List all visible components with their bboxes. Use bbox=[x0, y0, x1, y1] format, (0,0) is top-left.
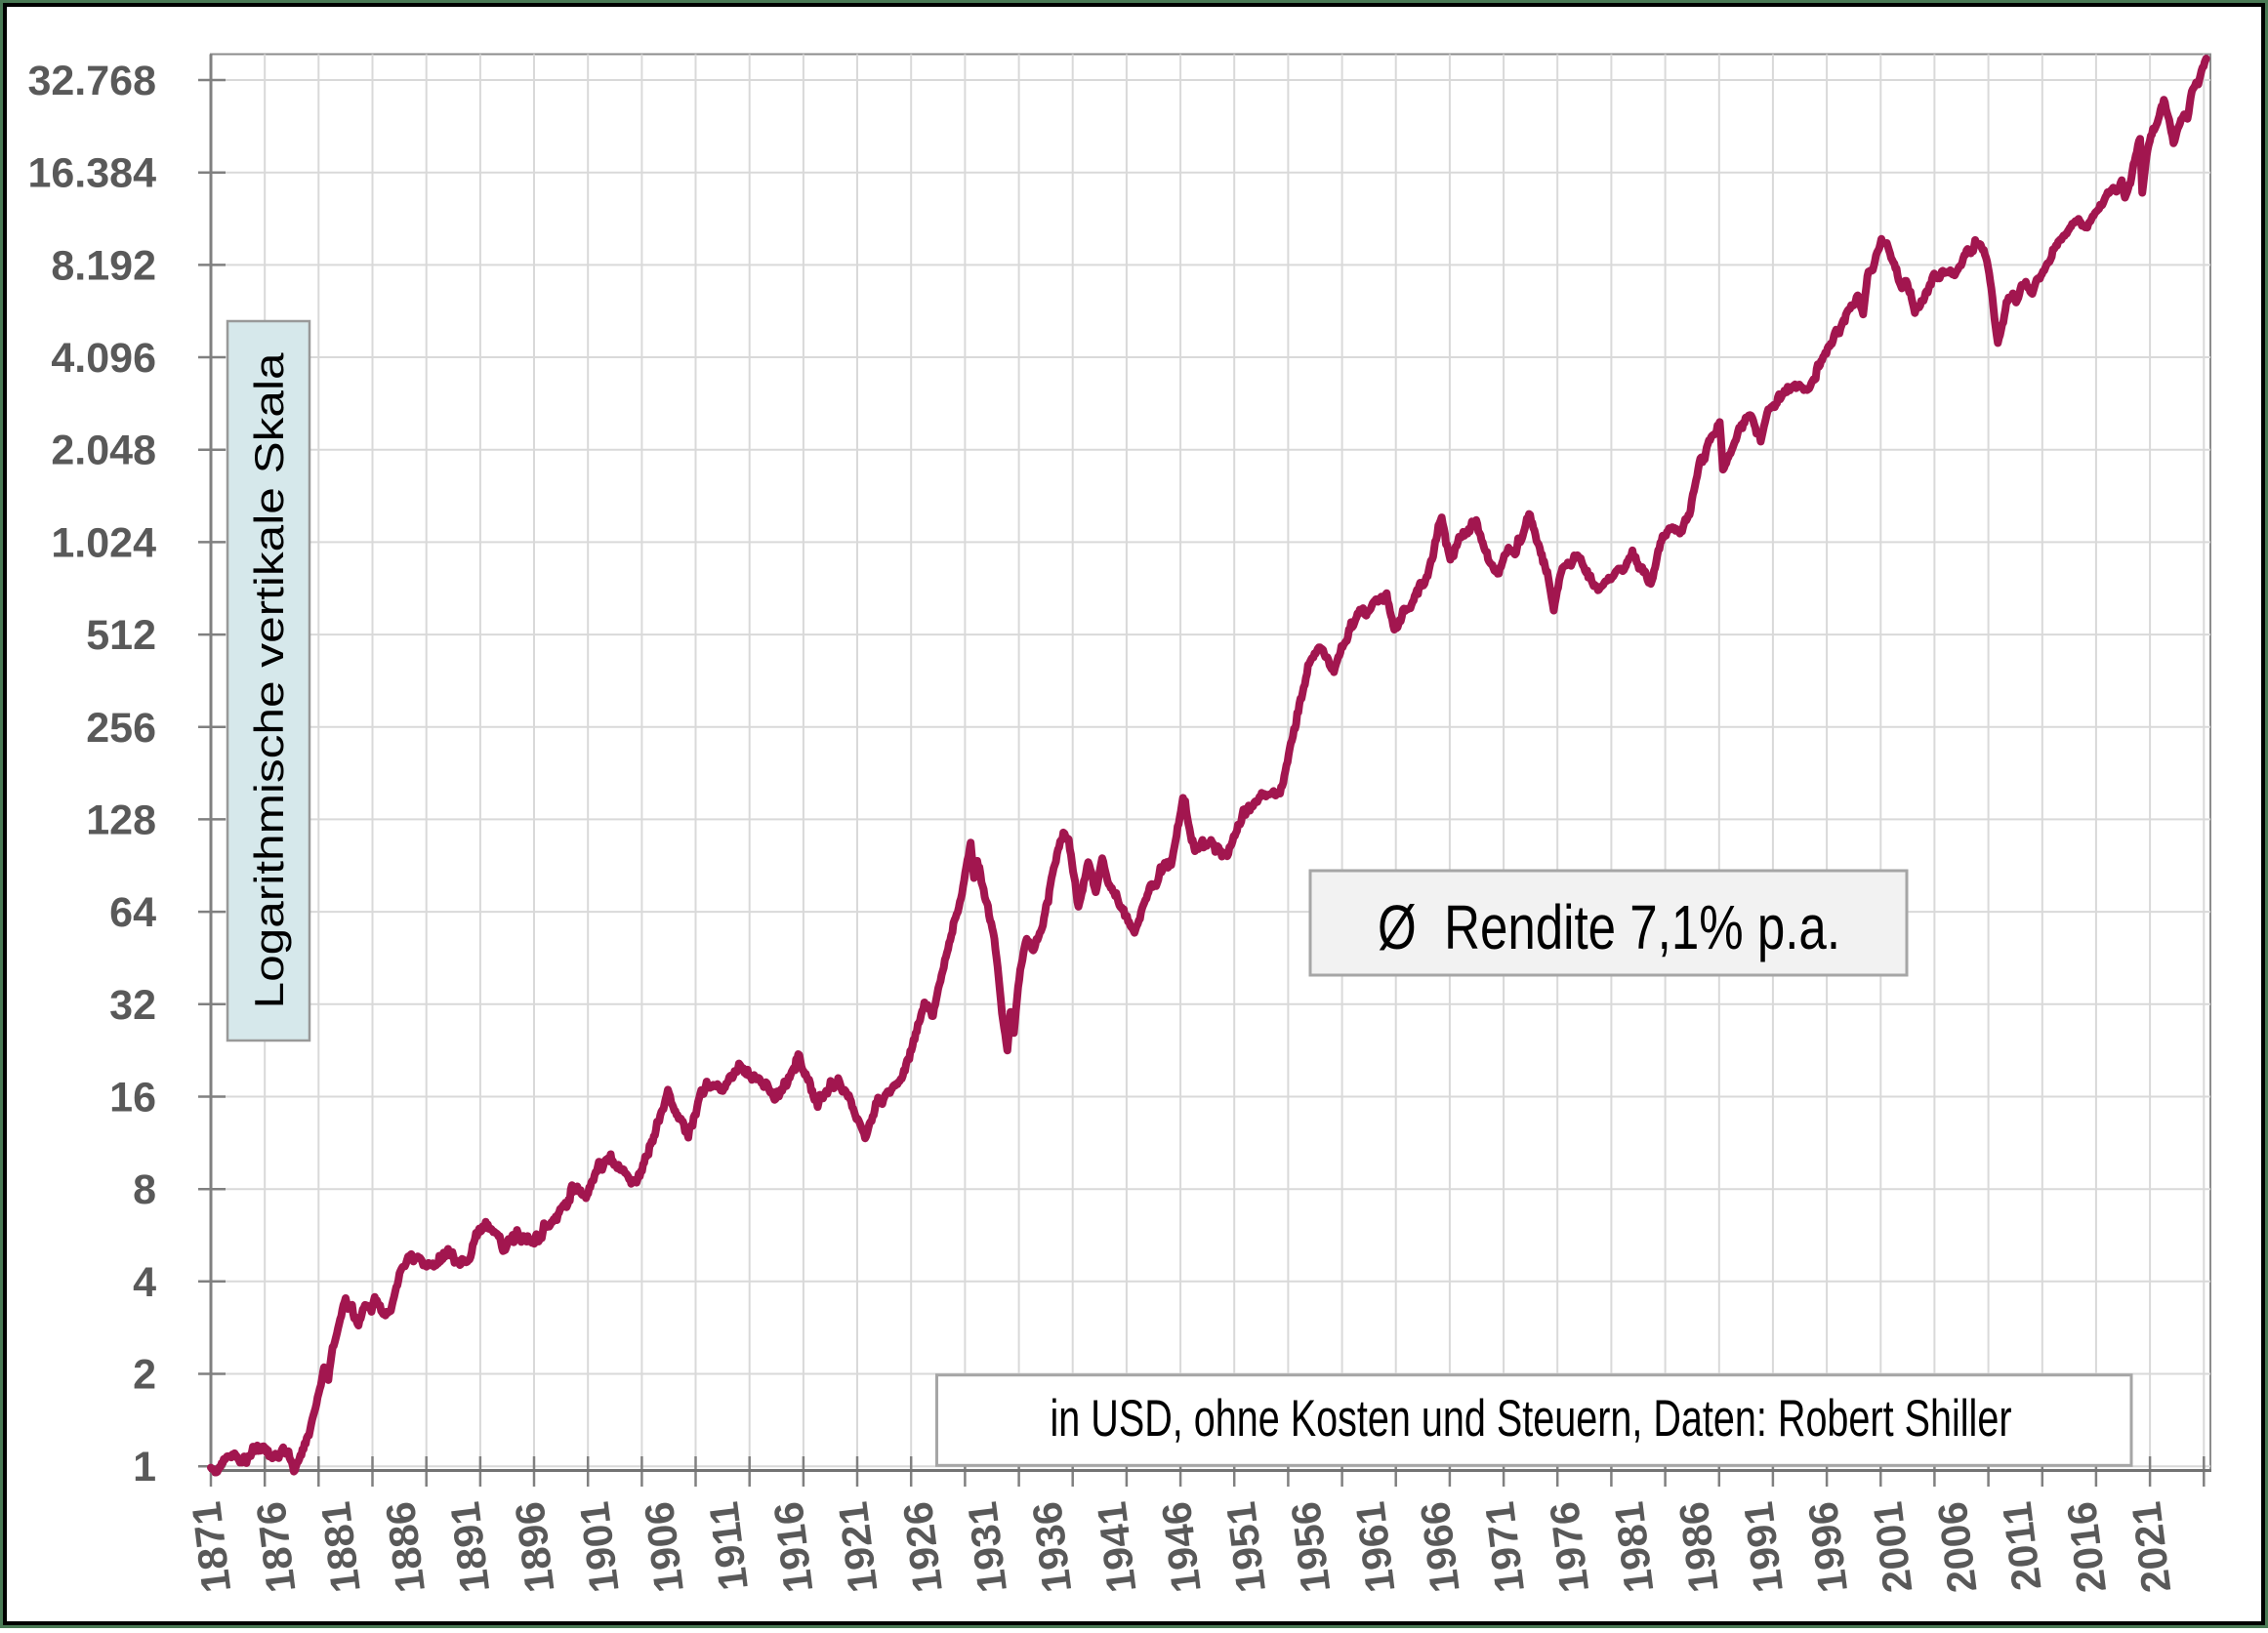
svg-text:2011: 2011 bbox=[1994, 1499, 2050, 1593]
svg-text:1: 1 bbox=[133, 1444, 156, 1490]
svg-text:1941: 1941 bbox=[1089, 1499, 1145, 1595]
svg-text:2021: 2021 bbox=[2123, 1499, 2179, 1595]
svg-text:64: 64 bbox=[109, 889, 156, 936]
svg-text:4: 4 bbox=[133, 1259, 156, 1306]
svg-text:1991: 1991 bbox=[1735, 1499, 1792, 1595]
svg-text:1961: 1961 bbox=[1346, 1499, 1403, 1595]
svg-text:1931: 1931 bbox=[959, 1499, 1015, 1595]
svg-text:1891: 1891 bbox=[441, 1499, 498, 1595]
svg-text:2016: 2016 bbox=[2058, 1499, 2115, 1595]
svg-text:2: 2 bbox=[133, 1352, 156, 1399]
svg-text:1.024: 1.024 bbox=[51, 519, 156, 566]
svg-text:2001: 2001 bbox=[1864, 1499, 1920, 1595]
svg-text:4.096: 4.096 bbox=[51, 335, 156, 382]
svg-text:1981: 1981 bbox=[1605, 1499, 1662, 1595]
svg-text:2.048: 2.048 bbox=[51, 428, 156, 474]
svg-text:1886: 1886 bbox=[377, 1499, 433, 1595]
svg-text:1926: 1926 bbox=[894, 1499, 951, 1595]
svg-text:1901: 1901 bbox=[571, 1499, 628, 1595]
svg-text:1986: 1986 bbox=[1670, 1499, 1727, 1595]
svg-text:1881: 1881 bbox=[312, 1499, 369, 1595]
svg-text:1951: 1951 bbox=[1217, 1499, 1274, 1595]
svg-text:1921: 1921 bbox=[830, 1499, 887, 1595]
svg-text:1971: 1971 bbox=[1476, 1499, 1533, 1595]
svg-text:8: 8 bbox=[133, 1166, 156, 1213]
svg-text:1916: 1916 bbox=[764, 1499, 821, 1595]
svg-text:128: 128 bbox=[86, 796, 156, 843]
svg-text:8.192: 8.192 bbox=[51, 242, 156, 289]
svg-text:1896: 1896 bbox=[506, 1499, 562, 1595]
svg-text:1906: 1906 bbox=[636, 1499, 692, 1595]
svg-text:1996: 1996 bbox=[1799, 1499, 1856, 1595]
svg-text:1976: 1976 bbox=[1541, 1499, 1597, 1595]
svg-text:Ø Rendite 7,1% p.a.: Ø Rendite 7,1% p.a. bbox=[1378, 892, 1840, 962]
svg-text:Logarithmische vertikale Skala: Logarithmische vertikale Skala bbox=[246, 352, 292, 1009]
svg-text:16: 16 bbox=[109, 1075, 156, 1122]
svg-text:1966: 1966 bbox=[1412, 1499, 1468, 1595]
svg-text:1936: 1936 bbox=[1023, 1499, 1080, 1595]
svg-text:1956: 1956 bbox=[1282, 1499, 1339, 1595]
svg-text:1876: 1876 bbox=[247, 1499, 304, 1595]
svg-text:512: 512 bbox=[86, 612, 156, 659]
svg-text:1871: 1871 bbox=[183, 1499, 239, 1595]
svg-text:in USD, ohne Kosten und Steuer: in USD, ohne Kosten und Steuern, Daten: … bbox=[1051, 1390, 2012, 1448]
svg-text:1946: 1946 bbox=[1153, 1499, 1210, 1595]
svg-text:32.768: 32.768 bbox=[27, 58, 156, 104]
svg-text:2006: 2006 bbox=[1929, 1499, 1986, 1595]
svg-text:16.384: 16.384 bbox=[27, 150, 156, 197]
svg-text:256: 256 bbox=[86, 705, 156, 752]
svg-text:1911: 1911 bbox=[700, 1499, 757, 1593]
svg-text:32: 32 bbox=[109, 982, 156, 1029]
